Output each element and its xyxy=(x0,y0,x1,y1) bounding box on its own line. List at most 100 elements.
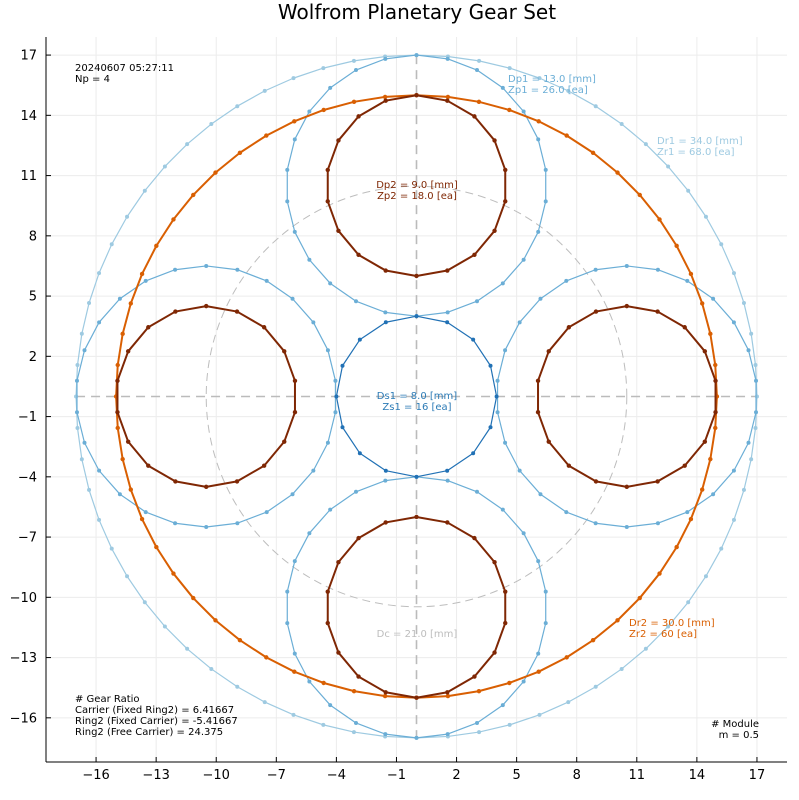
planet2-point xyxy=(234,479,240,484)
planet2-point xyxy=(445,268,450,273)
planet1-point xyxy=(383,732,388,737)
ring2-point xyxy=(637,595,642,601)
planet1-point xyxy=(74,378,79,383)
ring1-point xyxy=(291,76,296,81)
planet1-point xyxy=(383,478,388,483)
ring1-point xyxy=(753,362,758,367)
ring2-point xyxy=(657,571,662,576)
planet1-point xyxy=(495,378,500,383)
sun-point xyxy=(471,451,476,456)
planet1-point xyxy=(414,53,419,58)
ring2-point xyxy=(476,688,482,694)
planet2-point xyxy=(383,520,388,525)
annotations: 20240607 05:27:11 Np = 4 Dp1 = 13.0 [mm]… xyxy=(75,63,759,741)
planet2-point xyxy=(414,514,419,520)
ring1-point xyxy=(507,66,512,71)
planet1-point xyxy=(285,167,290,172)
ring2-point xyxy=(351,688,357,694)
planet1-point xyxy=(292,137,297,142)
ring2-point xyxy=(237,638,243,643)
ring1-point xyxy=(142,600,147,605)
ring1-point xyxy=(741,301,746,306)
ring1-point xyxy=(87,301,92,306)
planet2-point xyxy=(445,520,450,525)
ring1-point xyxy=(666,624,671,629)
planet2-point xyxy=(292,409,298,415)
planet2-point xyxy=(472,674,477,679)
planet2-point xyxy=(702,349,708,354)
planet2-point xyxy=(356,114,361,119)
planet2-point xyxy=(204,484,209,490)
y-tick-label: 11 xyxy=(20,169,37,184)
ring1-point xyxy=(209,122,214,127)
planet2-point xyxy=(492,650,497,655)
ring1-point xyxy=(79,457,84,462)
y-tick-label: −1 xyxy=(18,410,37,425)
ring2-point xyxy=(615,618,620,623)
ring1-point xyxy=(477,58,482,63)
timestamp-label: 20240607 05:27:11 xyxy=(75,63,174,74)
planet1-point xyxy=(307,109,312,114)
sun-point xyxy=(340,363,345,368)
ring1-point xyxy=(87,487,92,492)
planet1-point xyxy=(204,263,209,268)
ring2-point xyxy=(688,271,694,277)
planet1-point xyxy=(521,109,526,114)
ring2-point xyxy=(351,99,357,105)
planet1-point xyxy=(173,267,178,272)
planet1-point xyxy=(325,440,330,445)
ring2-point xyxy=(674,544,679,550)
planet1-point xyxy=(500,85,505,90)
ring2-point xyxy=(700,301,705,306)
ratio-ring2-free-label: Ring2 (Free Carrier) = 24.375 xyxy=(75,727,223,738)
ring1-point xyxy=(686,600,691,605)
planet1-point xyxy=(290,492,295,497)
planet2-point xyxy=(414,273,419,279)
planet2-point xyxy=(503,620,508,626)
x-tick-label: −7 xyxy=(267,768,286,783)
planet2-point xyxy=(356,674,361,679)
ring1-point xyxy=(351,730,356,735)
planet2-point xyxy=(702,439,708,444)
planet2-point xyxy=(472,535,477,541)
planet2-point xyxy=(383,98,388,103)
planet1-point xyxy=(655,521,660,526)
y-tick-label: −4 xyxy=(18,470,37,485)
planet1-point xyxy=(543,167,548,172)
ring1-point xyxy=(753,425,758,430)
zr1-label: Zr1 = 68.0 [ea] xyxy=(657,147,735,158)
ring2-point xyxy=(237,150,243,155)
ring2-point xyxy=(128,301,133,306)
ring2-point xyxy=(264,655,269,660)
planet1-point xyxy=(307,257,312,262)
ring1-point xyxy=(719,546,724,551)
planet1-point xyxy=(543,621,548,626)
planet2-point xyxy=(261,463,267,468)
ring2-point xyxy=(321,107,326,113)
planet1-point xyxy=(474,720,479,725)
ring2-point xyxy=(120,456,125,462)
planet2-point xyxy=(503,167,508,173)
planet1-point xyxy=(97,320,102,325)
planet1-point xyxy=(292,229,297,234)
ring2-point xyxy=(115,362,120,368)
planet1-point xyxy=(117,296,122,301)
sun-point xyxy=(334,394,339,399)
ring1-point xyxy=(351,58,356,63)
planet2-point xyxy=(492,559,497,565)
ring1-point xyxy=(477,730,482,735)
sun-point xyxy=(414,314,419,319)
planet1-point xyxy=(74,410,79,415)
gear-series xyxy=(74,53,759,740)
ring2-point xyxy=(171,571,176,576)
ring2-point xyxy=(708,456,713,462)
planet1-point xyxy=(495,410,500,415)
planet2-point xyxy=(356,535,361,541)
planet1-point xyxy=(311,320,316,325)
planet2-point xyxy=(115,409,120,415)
planet1-point xyxy=(655,267,660,272)
planet1-point xyxy=(354,489,359,494)
ring2-point xyxy=(292,119,297,124)
x-tick-label: −16 xyxy=(82,768,109,783)
ring1-point xyxy=(593,104,598,109)
